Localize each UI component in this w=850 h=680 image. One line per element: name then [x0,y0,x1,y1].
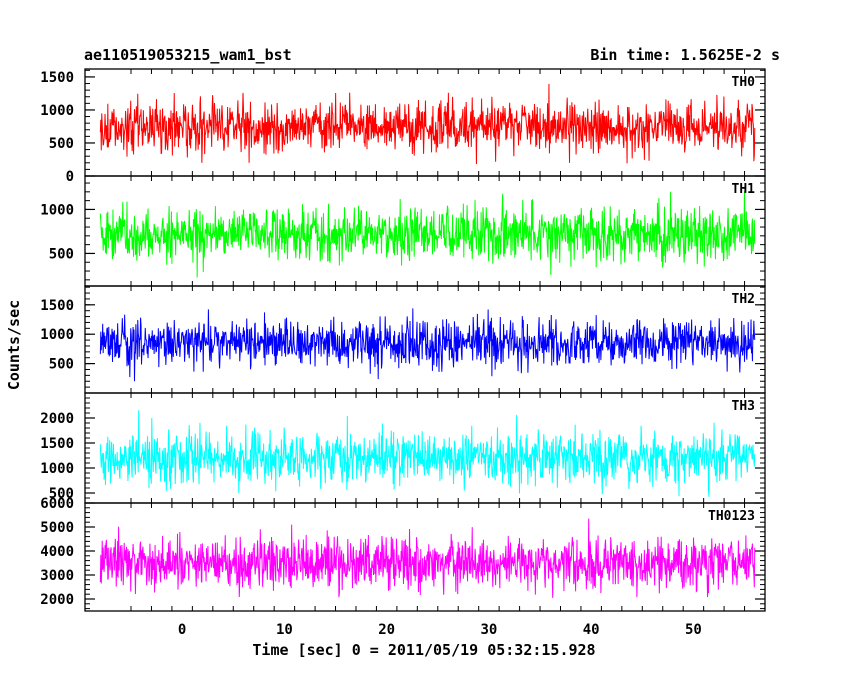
series-line-th0123 [99,518,756,598]
x-tick-label: 50 [685,622,702,638]
y-tick-label: 500 [49,246,74,262]
series-line-th3 [99,410,756,497]
y-tick-label: 2000 [40,592,74,608]
panel-th1: 500 1000 TH1 [40,175,766,287]
panel-label-th3: TH3 [732,399,755,414]
panel-th0: 0 500 1000 1500 TH0 [40,68,766,185]
panel-label-th2: TH2 [732,292,755,307]
y-tick-label: 1000 [40,327,74,343]
chart-title: ae110519053215_wam1_bst [84,46,292,64]
x-tick-label: 40 [583,622,600,638]
y-tick-label: 1000 [40,461,74,477]
x-tick-label: 30 [480,622,497,638]
y-tick-label: 500 [49,486,74,502]
y-tick-label: 4000 [40,544,74,560]
y-tick-label: 500 [49,136,74,152]
chart-subtitle: Bin time: 1.5625E-2 s [590,46,780,64]
series-line-th0 [99,83,756,165]
panel-frame [84,502,766,612]
y-tick-label: 1500 [40,436,74,452]
panel-label-th1: TH1 [732,182,756,197]
y-tick-label: 0 [66,169,74,185]
y-tick-label: 1500 [40,298,74,314]
y-tick-label: 500 [49,357,74,373]
y-tick-label: 1000 [40,202,74,218]
y-axis-label: Counts/sec [5,300,23,390]
x-tick-label: 0 [178,622,186,638]
panel-label-th0123: TH0123 [708,509,755,524]
y-tick-label: 3000 [40,568,74,584]
y-tick-label: 1000 [40,103,74,119]
y-tick-label: 6000 [40,496,74,512]
panel-th0123: 2000 3000 4000 5000 6000 TH0123 [40,496,766,612]
y-tick-label: 1500 [40,70,74,86]
y-tick-label: 5000 [40,520,74,536]
series-line-th1 [99,190,756,278]
panel-th3: 500 1000 1500 2000 TH3 [40,392,766,504]
x-axis: 0 10 20 30 40 50 [178,622,702,638]
panel-label-th0: TH0 [732,75,756,90]
x-tick-label: 20 [378,622,395,638]
series-line-th2 [99,308,756,382]
y-tick-label: 2000 [40,411,74,427]
panel-th2: 500 1000 1500 TH2 [40,285,766,394]
x-tick-label: 10 [276,622,293,638]
x-axis-label: Time [sec] 0 = 2011/05/19 05:32:15.928 [252,641,595,659]
